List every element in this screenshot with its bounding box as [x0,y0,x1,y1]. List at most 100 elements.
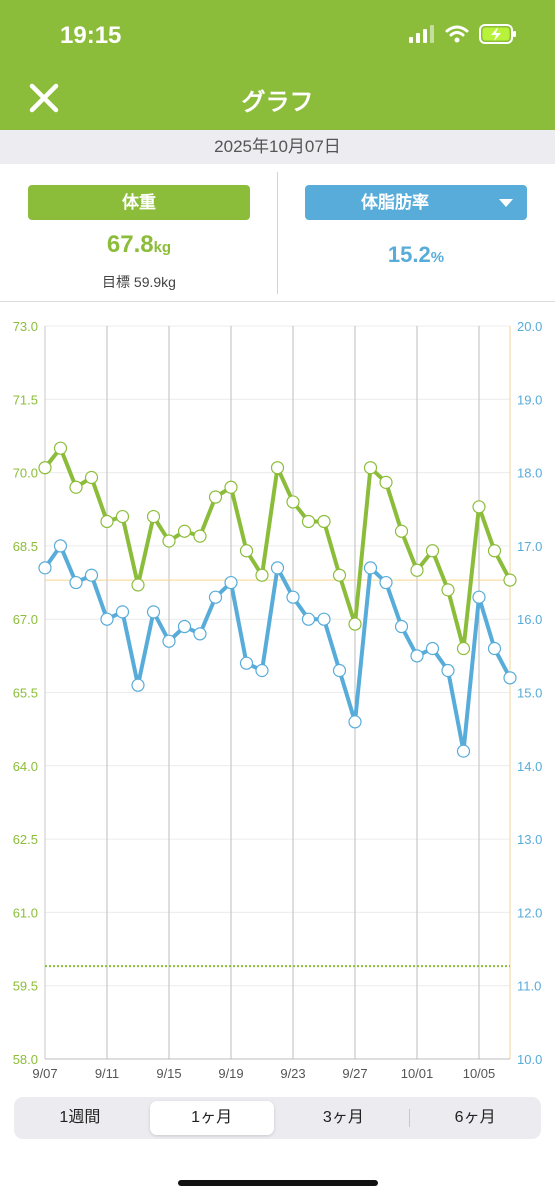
x-tick-label: 9/15 [156,1066,181,1081]
body-fat-label: 体脂肪率 [361,193,429,212]
weight-point [84,470,99,485]
y-right-tick-label: 14.0 [517,759,542,774]
weight-point [100,514,114,529]
weight-point [193,529,207,543]
weight-point [224,480,238,494]
y-right-tick-label: 16.0 [517,612,542,627]
period-tab[interactable]: 1週間 [59,1109,101,1126]
bodyfat-series-line [43,543,512,754]
weight-point [317,514,331,529]
body-fat-dropdown[interactable]: 体脂肪率 [305,185,527,220]
weight-point [425,544,440,558]
y-left-tick-label: 62.5 [13,832,38,847]
x-tick-label: 10/01 [401,1066,434,1081]
date-label: 2025年10月07日 [0,130,555,164]
bodyfat-point [115,605,130,619]
weight-button[interactable]: 体重 [28,185,250,220]
period-selector: 1週間 1ヶ月 3ヶ月 6ヶ月 [14,1097,541,1139]
weight-point [255,568,269,582]
weight-point [115,509,130,524]
status-icons [409,24,517,44]
y-right-tick-label: 13.0 [517,832,542,847]
weight-point [503,573,517,587]
x-tick-label: 9/11 [95,1066,119,1081]
period-tab[interactable]: 3ヶ月 [322,1109,364,1126]
bodyfat-point [239,656,254,670]
y-left-tick-label: 64.0 [13,759,38,774]
bodyfat-point [394,619,409,634]
bodyfat-point [410,649,424,663]
bodyfat-point [69,575,83,590]
weight-point [348,617,362,631]
weight-number: 67.8 [106,231,154,258]
bodyfat-point [177,619,192,634]
bodyfat-point [301,612,316,626]
weight-point [208,490,223,504]
bodyfat-point [286,590,300,604]
y-left-tick-label: 58.0 [13,1052,38,1067]
y-right-tick-label: 15.0 [517,686,542,701]
x-tick-label: 10/05 [463,1066,496,1081]
weight-point [146,509,161,524]
bodyfat-point [317,612,331,626]
bodyfat-point [487,641,502,656]
weight-point [363,461,378,475]
x-tick-label: 9/07 [32,1066,57,1081]
body-fat-value: 15.2% [305,242,527,268]
y-right-tick-label: 18.0 [517,466,542,481]
chevron-down-icon [499,199,513,207]
y-left-tick-label: 61.0 [13,905,38,920]
battery-icon [479,24,516,44]
y-left-tick-label: 65.5 [13,686,38,701]
y-left-tick-label: 59.5 [13,979,38,994]
bodyfat-point [332,663,347,678]
close-icon[interactable] [26,80,62,116]
bodyfat-point [146,605,161,619]
weight-point [472,500,486,514]
weight-point [69,480,83,494]
period-tab[interactable]: 6ヶ月 [454,1109,496,1126]
bodyfat-point [255,663,269,678]
wifi-icon [445,25,469,43]
weight-unit: kg [153,239,172,256]
bodyfat-point [270,561,285,575]
weight-goal: 目標 59.9kg [102,274,176,290]
y-right-tick-label: 11.0 [517,979,541,994]
body-fat-unit: % [430,249,445,266]
bodyfat-point [503,671,517,685]
bodyfat-point [38,561,52,575]
x-tick-label: 9/27 [342,1066,367,1081]
bodyfat-point [441,663,455,678]
bodyfat-point [456,744,471,758]
bodyfat-point [100,612,114,626]
app-header: 19:15 グラフ [0,0,555,130]
period-tab[interactable]: 1ヶ月 [149,1101,274,1135]
weight-point [38,461,52,475]
weight-bodyfat-chart: 73.0 71.5 70.0 68.5 67.0 65.5 64.0 62.5 61.0 59.5… [13,319,543,1081]
bodyfat-point [472,590,486,604]
weight-point [332,568,347,582]
page-title: グラフ [241,89,314,116]
weight-point [53,441,68,455]
bodyfat-point [131,678,145,692]
weight-point [379,475,393,489]
y-right-tick-label: 20.0 [517,319,542,334]
bodyfat-point [162,634,176,648]
weight-point [394,524,409,538]
bodyfat-point [208,590,223,604]
y-left-tick-label: 73.0 [13,319,38,334]
bodyfat-point [193,627,207,641]
weight-series-line [43,446,512,651]
metric-divider [277,172,278,294]
bodyfat-point [224,575,238,590]
weight-point [177,524,192,538]
bodyfat-point [84,568,99,582]
y-left-tick-label: 70.0 [13,466,38,481]
weight-point [162,534,176,548]
bodyfat-point [348,715,362,729]
weight-point [131,578,145,592]
x-tick-label: 9/23 [280,1066,305,1081]
y-left-tick-label: 68.5 [13,539,38,554]
y-left-tick-label: 67.0 [13,612,38,627]
weight-point [286,495,300,509]
